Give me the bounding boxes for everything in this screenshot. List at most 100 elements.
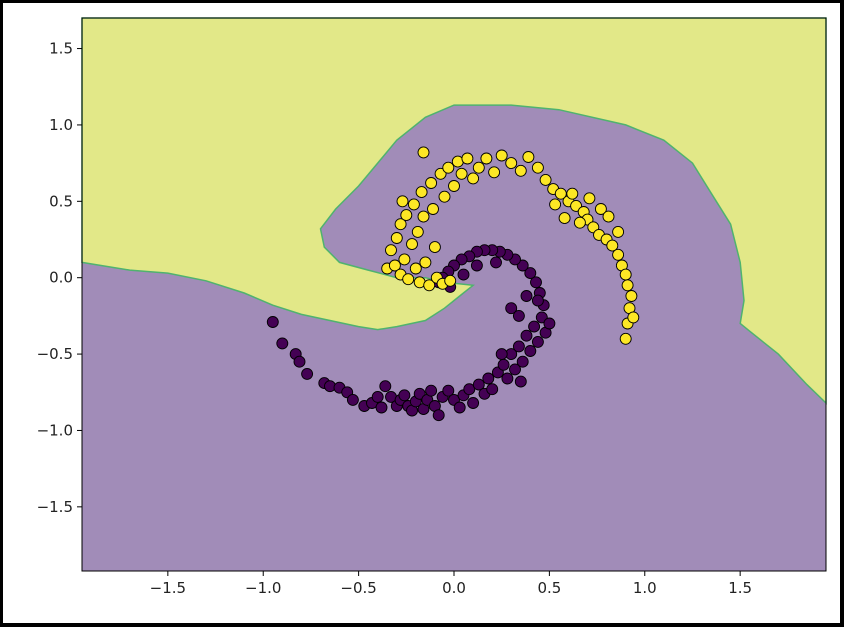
class1-point-25: [442, 161, 455, 174]
class0-point-43: [509, 363, 521, 376]
class0-point-38: [486, 383, 499, 396]
class1-point-29: [455, 167, 468, 180]
class1-point-8: [402, 273, 415, 286]
class1-point-16: [419, 256, 432, 269]
x-tick-label: 1.0: [633, 579, 657, 597]
class1-point-60: [566, 187, 579, 200]
class0-point-55: [524, 267, 537, 280]
class0-point-1: [276, 337, 289, 350]
class1-point-55: [625, 290, 638, 302]
y-tick-label: 0.0: [49, 269, 73, 287]
x-tick-label: −0.5: [340, 579, 376, 597]
class0-point-29: [442, 384, 455, 397]
y-tick-label: −1.5: [37, 498, 73, 516]
class1-point-12: [411, 225, 424, 238]
scatter-chart: −1.5 −1.0 −0.5 0.0 0.5 1.0 1.5 1.5 1.0 0.5 0.0 −0.…: [37, 17, 827, 597]
class0-point-46: [520, 329, 533, 342]
class1-point-51: [612, 248, 625, 261]
y-tick-label: 1.5: [49, 40, 73, 58]
y-tick-label: −0.5: [37, 345, 73, 363]
class1-point-59: [627, 311, 640, 324]
class1-point-20: [428, 241, 441, 254]
class1-point-54: [621, 279, 634, 292]
x-tick-label: 0.5: [537, 579, 561, 597]
class0-point-41: [501, 372, 514, 385]
class0-point-73: [514, 375, 527, 388]
class1-point-40: [539, 173, 552, 186]
class0-point-47: [524, 345, 537, 357]
class0-point-56: [516, 259, 529, 272]
class1-point-62: [583, 192, 596, 205]
class1-point-26: [444, 274, 457, 287]
class0-point-44: [512, 340, 525, 353]
class0-point-35: [472, 378, 485, 391]
class0-point-9: [346, 393, 359, 406]
class0-point-45: [516, 355, 529, 368]
class1-point-66: [549, 198, 562, 211]
class0-point-71: [512, 309, 525, 322]
plot-area: [81, 17, 827, 572]
class0-point-54: [530, 276, 542, 289]
class0-point-13: [375, 401, 388, 414]
class1-point-50: [606, 239, 619, 252]
y-tick-label: −1.0: [37, 421, 73, 439]
class1-point-61: [573, 216, 586, 229]
class0-point-48: [528, 320, 541, 333]
class0-point-4: [301, 367, 314, 380]
class1-point-39: [531, 161, 544, 174]
class1-point-58: [619, 332, 632, 345]
class1-point-19: [427, 203, 439, 215]
class1-point-53: [619, 268, 632, 281]
class0-point-76: [470, 259, 483, 272]
class0-point-37: [482, 372, 495, 385]
class1-point-30: [461, 152, 474, 165]
class1-point-10: [407, 198, 420, 211]
y-axis: 1.5 1.0 0.5 0.0 −0.5 −1.0 −1.5: [37, 40, 82, 516]
class1-point-15: [417, 210, 430, 223]
class0-point-40: [497, 358, 510, 371]
class0-point-3: [293, 355, 306, 368]
class1-point-67: [558, 212, 571, 225]
x-tick-label: 0.0: [442, 579, 466, 597]
class1-point-65: [612, 225, 625, 238]
class1-point-33: [480, 152, 493, 165]
class1-point-64: [602, 210, 615, 223]
class0-points: [266, 244, 556, 422]
class0-point-75: [490, 256, 502, 269]
class1-point-63: [594, 203, 607, 215]
class0-point-79: [543, 317, 556, 330]
class0-point-12: [371, 390, 384, 403]
class0-point-27: [432, 409, 445, 422]
x-tick-label: −1.0: [245, 579, 281, 597]
y-tick-label: 0.5: [49, 192, 73, 210]
class1-point-14: [415, 186, 428, 199]
class1-point-9: [406, 238, 418, 251]
class1-point-27: [448, 180, 460, 192]
class0-point-31: [453, 401, 466, 414]
class1-point-17: [423, 279, 436, 292]
class1-decision-region: [81, 17, 827, 405]
class1-points: [381, 146, 640, 345]
class1-point-42: [554, 187, 567, 200]
x-axis: −1.5 −1.0 −0.5 0.0 0.5 1.0 1.5: [150, 571, 752, 597]
class0-point-18: [398, 389, 411, 402]
class1-point-36: [505, 157, 518, 170]
class1-point-32: [472, 161, 485, 174]
class1-point-7: [400, 209, 413, 222]
class1-point-18: [425, 177, 438, 189]
class1-point-24: [438, 190, 451, 203]
class1-point-2: [388, 259, 401, 272]
class1-point-3: [390, 232, 403, 244]
class1-point-69: [396, 195, 409, 208]
class1-point-11: [409, 262, 422, 275]
class1-point-38: [522, 151, 535, 163]
class0-point-78: [531, 294, 544, 307]
class0-point-0: [266, 316, 279, 328]
class0-point-14: [379, 380, 392, 393]
class1-point-1: [385, 244, 397, 257]
class1-point-6: [398, 253, 411, 266]
y-tick-label: 1.0: [49, 116, 73, 134]
class1-point-37: [514, 164, 527, 177]
class1-point-22: [434, 167, 447, 180]
class1-point-34: [488, 166, 501, 179]
